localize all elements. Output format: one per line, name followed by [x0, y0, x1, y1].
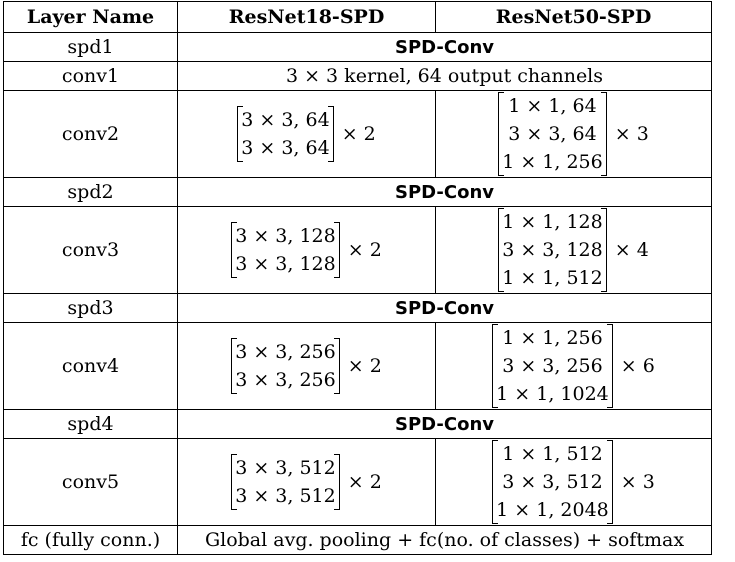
layer-name-cell: conv4	[3, 322, 178, 410]
resnet50-block-cell: 1 × 1, 64 3 × 3, 64 1 × 1, 256 × 3	[435, 90, 712, 178]
matrix-line: 3 × 3, 512	[502, 471, 603, 493]
conv1-description-cell: 3 × 3 kernel, 64 output channels	[177, 61, 712, 91]
resnet18-block-cell: 3 × 3, 512 3 × 3, 512 × 2	[177, 438, 436, 526]
repeat-multiplier: × 2	[347, 355, 382, 377]
matrix-line: 3 × 3, 64	[508, 123, 597, 145]
bracket-matrix: 1 × 1, 128 3 × 3, 128 1 × 1, 512	[498, 208, 607, 292]
matrix-line: 1 × 1, 256	[502, 327, 603, 349]
matrix-line: 1 × 1, 256	[502, 151, 603, 173]
block-matrix: 3 × 3, 64 3 × 3, 64 × 2	[237, 106, 376, 162]
header-row: Layer Name ResNet18-SPD ResNet50-SPD	[3, 1, 712, 33]
matrix-line: 1 × 1, 64	[508, 95, 597, 117]
matrix-line: 3 × 3, 64	[241, 137, 330, 159]
bracket-matrix: 1 × 1, 256 3 × 3, 256 1 × 1, 1024	[492, 324, 613, 408]
layer-name-cell: conv3	[3, 206, 178, 294]
resnet50-block-cell: 1 × 1, 512 3 × 3, 512 1 × 1, 2048 × 3	[435, 438, 712, 526]
table-body: spd1 SPD-Conv conv1 3 × 3 kernel, 64 out…	[3, 32, 712, 555]
matrix-line: 3 × 3, 64	[241, 109, 330, 131]
architecture-table: Layer Name ResNet18-SPD ResNet50-SPD spd…	[3, 1, 712, 555]
repeat-multiplier: × 6	[620, 355, 655, 377]
repeat-multiplier: × 2	[347, 239, 382, 261]
matrix-line: 1 × 1, 512	[502, 267, 603, 289]
fc-description-cell: Global avg. pooling + fc(no. of classes)…	[177, 525, 712, 555]
table-row: conv4 3 × 3, 256 3 × 3, 256 × 2 1 × 1, 2…	[3, 322, 712, 410]
resnet50-block-cell: 1 × 1, 256 3 × 3, 256 1 × 1, 1024 × 6	[435, 322, 712, 410]
block-matrix: 1 × 1, 256 3 × 3, 256 1 × 1, 1024 × 6	[492, 324, 655, 408]
bracket-matrix: 1 × 1, 512 3 × 3, 512 1 × 1, 2048	[492, 440, 613, 524]
resnet18-block-cell: 3 × 3, 64 3 × 3, 64 × 2	[177, 90, 436, 178]
layer-name-cell: conv1	[3, 61, 178, 91]
layer-name-cell: conv5	[3, 438, 178, 526]
matrix-line: 3 × 3, 128	[502, 239, 603, 261]
resnet50-block-cell: 1 × 1, 128 3 × 3, 128 1 × 1, 512 × 4	[435, 206, 712, 294]
table-row: spd1 SPD-Conv	[3, 32, 712, 62]
matrix-line: 3 × 3, 256	[235, 369, 336, 391]
repeat-multiplier: × 2	[347, 471, 382, 493]
table-row: conv3 3 × 3, 128 3 × 3, 128 × 2 1 × 1, 1…	[3, 206, 712, 294]
resnet18-block-cell: 3 × 3, 128 3 × 3, 128 × 2	[177, 206, 436, 294]
header-resnet50: ResNet50-SPD	[435, 1, 712, 33]
repeat-multiplier: × 2	[341, 123, 376, 145]
repeat-multiplier: × 3	[620, 471, 655, 493]
table-row: conv1 3 × 3 kernel, 64 output channels	[3, 61, 712, 91]
matrix-line: 1 × 1, 2048	[496, 499, 609, 521]
repeat-multiplier: × 3	[614, 123, 649, 145]
bracket-matrix: 3 × 3, 512 3 × 3, 512	[231, 454, 340, 510]
spd-conv-cell: SPD-Conv	[177, 409, 712, 439]
bracket-matrix: 3 × 3, 128 3 × 3, 128	[231, 222, 340, 278]
block-matrix: 1 × 1, 512 3 × 3, 512 1 × 1, 2048 × 3	[492, 440, 655, 524]
table-row: spd2 SPD-Conv	[3, 177, 712, 207]
table-row: spd3 SPD-Conv	[3, 293, 712, 323]
block-matrix: 3 × 3, 256 3 × 3, 256 × 2	[231, 338, 382, 394]
bracket-matrix: 1 × 1, 64 3 × 3, 64 1 × 1, 256	[498, 92, 607, 176]
layer-name-cell: fc (fully conn.)	[3, 525, 178, 555]
block-matrix: 3 × 3, 128 3 × 3, 128 × 2	[231, 222, 382, 278]
header-resnet18: ResNet18-SPD	[177, 1, 436, 33]
bracket-matrix: 3 × 3, 64 3 × 3, 64	[237, 106, 334, 162]
table-row: fc (fully conn.) Global avg. pooling + f…	[3, 525, 712, 555]
layer-name-cell: spd3	[3, 293, 178, 323]
spd-conv-cell: SPD-Conv	[177, 177, 712, 207]
matrix-line: 1 × 1, 512	[502, 443, 603, 465]
block-matrix: 3 × 3, 512 3 × 3, 512 × 2	[231, 454, 382, 510]
layer-name-cell: spd1	[3, 32, 178, 62]
matrix-line: 1 × 1, 128	[502, 211, 603, 233]
bracket-matrix: 3 × 3, 256 3 × 3, 256	[231, 338, 340, 394]
matrix-line: 3 × 3, 512	[235, 457, 336, 479]
header-layer-name: Layer Name	[3, 1, 178, 33]
spd-conv-cell: SPD-Conv	[177, 293, 712, 323]
spd-conv-cell: SPD-Conv	[177, 32, 712, 62]
layer-name-cell: conv2	[3, 90, 178, 178]
block-matrix: 1 × 1, 64 3 × 3, 64 1 × 1, 256 × 3	[498, 92, 649, 176]
matrix-line: 3 × 3, 512	[235, 485, 336, 507]
layer-name-cell: spd2	[3, 177, 178, 207]
matrix-line: 1 × 1, 1024	[496, 383, 609, 405]
matrix-line: 3 × 3, 256	[502, 355, 603, 377]
repeat-multiplier: × 4	[614, 239, 649, 261]
matrix-line: 3 × 3, 128	[235, 253, 336, 275]
table-row: conv2 3 × 3, 64 3 × 3, 64 × 2 1 × 1, 64 …	[3, 90, 712, 178]
matrix-line: 3 × 3, 256	[235, 341, 336, 363]
table-row: spd4 SPD-Conv	[3, 409, 712, 439]
block-matrix: 1 × 1, 128 3 × 3, 128 1 × 1, 512 × 4	[498, 208, 649, 292]
table-row: conv5 3 × 3, 512 3 × 3, 512 × 2 1 × 1, 5…	[3, 438, 712, 526]
resnet18-block-cell: 3 × 3, 256 3 × 3, 256 × 2	[177, 322, 436, 410]
layer-name-cell: spd4	[3, 409, 178, 439]
matrix-line: 3 × 3, 128	[235, 225, 336, 247]
